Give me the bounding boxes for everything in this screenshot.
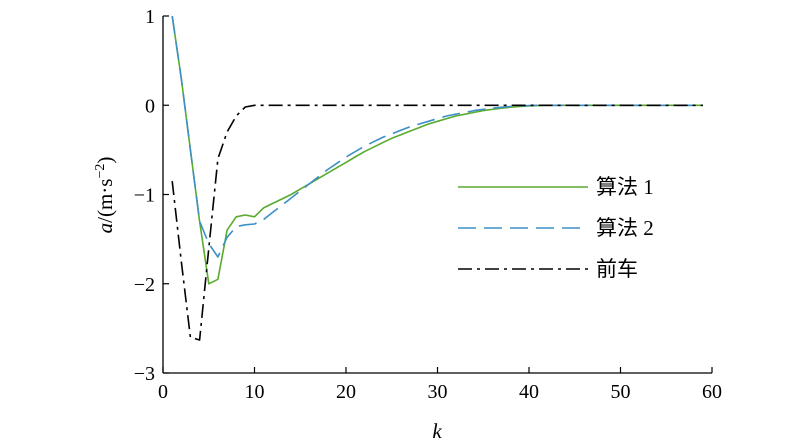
legend-label-series-1: 算法 1 <box>596 175 654 199</box>
x-axis-label: k <box>432 419 442 443</box>
y-tick-label: −1 <box>134 185 155 207</box>
x-tick-label: 20 <box>336 381 356 403</box>
x-tick-label: 60 <box>702 381 722 403</box>
x-tick-label: 10 <box>245 381 265 403</box>
y-tick-label: −3 <box>134 363 155 385</box>
legend-entry-series-1: 算法 1 <box>458 175 654 199</box>
x-tick-label: 30 <box>428 381 448 403</box>
legend-label-series-3: 前车 <box>596 257 638 281</box>
x-tick-label: 0 <box>158 381 168 403</box>
series-lines <box>171 15 703 341</box>
y-axis-label: a/(m·s−2) <box>93 157 117 234</box>
x-tick-label: 40 <box>519 381 539 403</box>
series-line-1 <box>171 15 703 285</box>
legend: 算法 1 算法 2 前车 <box>458 175 654 281</box>
x-tick-label: 50 <box>611 381 631 403</box>
y-tick-label: 0 <box>145 95 155 117</box>
legend-entry-series-2: 算法 2 <box>458 216 654 240</box>
y-tick-label: −2 <box>134 274 155 296</box>
y-tick-label: 1 <box>145 6 155 28</box>
legend-entry-series-3: 前车 <box>458 257 638 281</box>
legend-label-series-2: 算法 2 <box>596 216 654 240</box>
series-line-3 <box>171 104 703 341</box>
